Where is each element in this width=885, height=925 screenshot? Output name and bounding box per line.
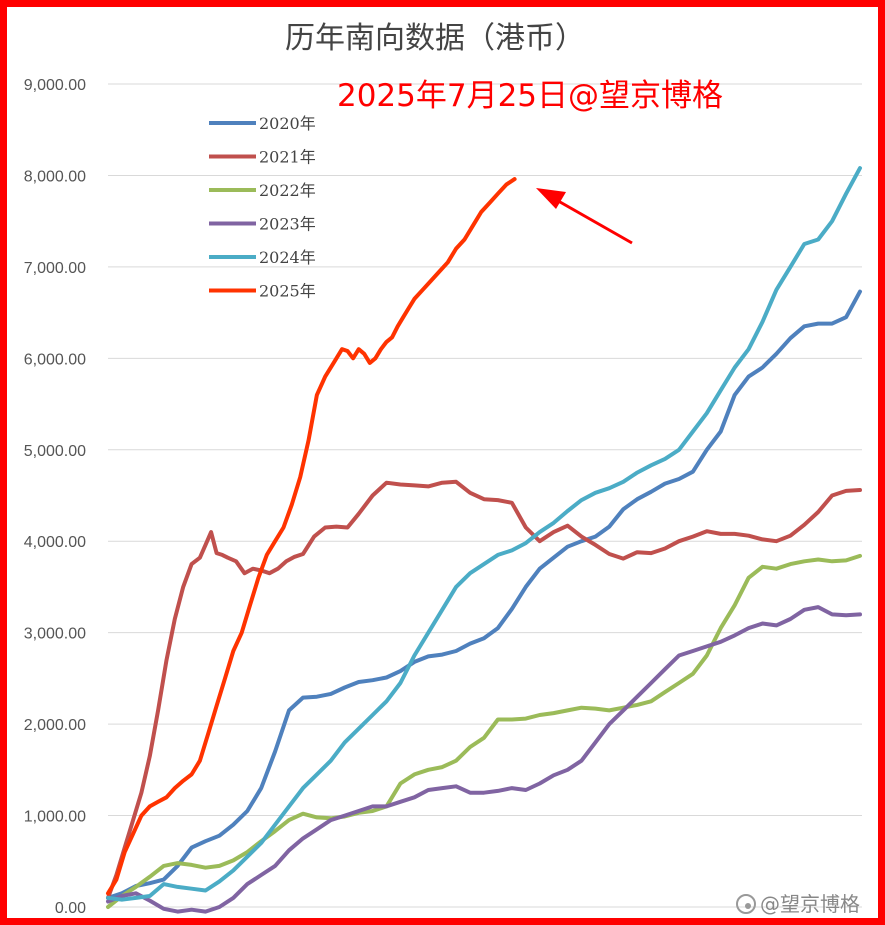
annotation-arrow	[536, 188, 633, 245]
series-line-2022年	[106, 553, 862, 909]
legend: 2020年 2021年 2022年 2023年 2024年 2025年	[209, 114, 316, 301]
y-tick-label: 5,000.00	[24, 443, 86, 460]
y-axis-ticks: 0.00 1,000.00 2,000.00 3,000.00 4,000.00 5,00…	[24, 77, 86, 917]
y-tick-label: 6,000.00	[24, 351, 86, 368]
legend-label: 2022年	[259, 181, 316, 200]
series-line-2021年	[106, 479, 862, 900]
gridlines	[108, 83, 862, 908]
y-tick-label: 0.00	[55, 900, 86, 917]
y-tick-label: 8,000.00	[24, 168, 86, 185]
series-lines	[106, 166, 862, 914]
date-annotation: 2025年7月25日@望京博格	[337, 78, 723, 114]
legend-label: 2021年	[259, 148, 316, 167]
legend-label: 2020年	[259, 114, 316, 133]
y-tick-label: 9,000.00	[24, 77, 86, 94]
weibo-logo-icon	[736, 894, 756, 914]
y-tick-label: 3,000.00	[24, 626, 86, 643]
watermark: @望京博格	[736, 892, 860, 916]
y-tick-label: 2,000.00	[24, 717, 86, 734]
y-tick-label: 4,000.00	[24, 534, 86, 551]
series-line-2024年	[106, 166, 862, 902]
watermark-text: @望京博格	[760, 892, 860, 916]
series-line-2020年	[106, 289, 862, 900]
y-tick-label: 1,000.00	[24, 809, 86, 826]
series-line-2025年	[106, 177, 517, 896]
chart-title: 历年南向数据（港币）	[285, 21, 585, 56]
y-tick-label: 7,000.00	[24, 260, 86, 277]
legend-label: 2023年	[259, 215, 316, 234]
series-line-2023年	[106, 605, 862, 914]
legend-label: 2024年	[259, 248, 316, 267]
legend-label: 2025年	[259, 282, 316, 301]
